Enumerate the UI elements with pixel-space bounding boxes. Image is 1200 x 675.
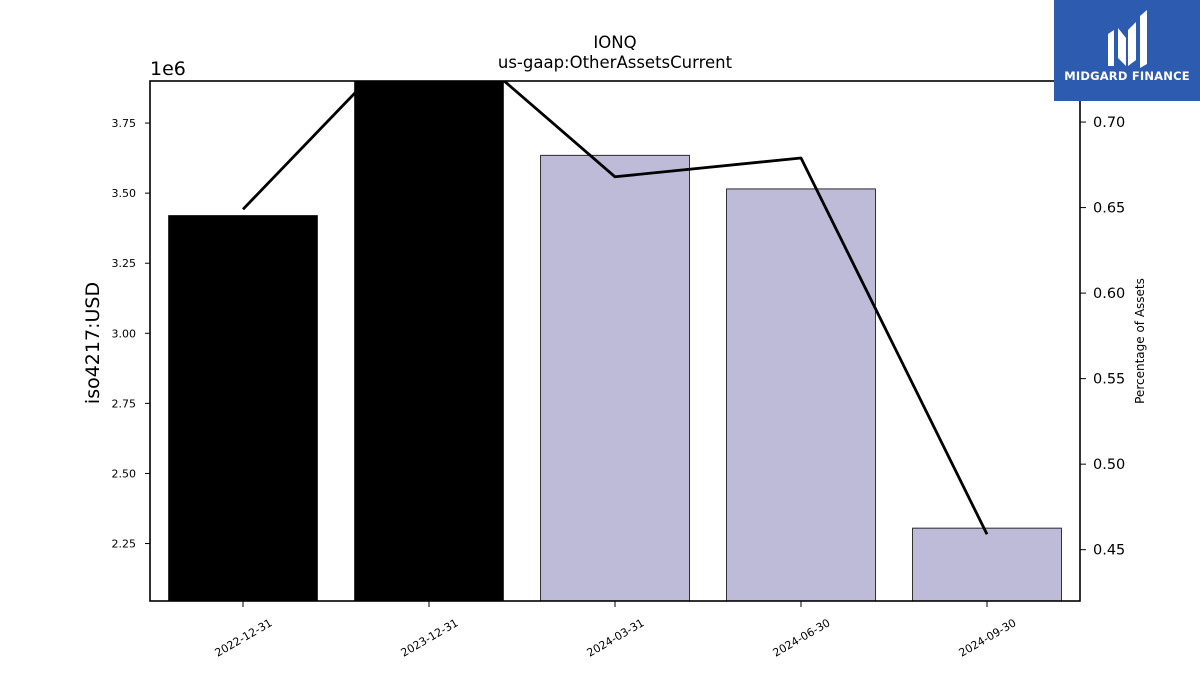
y2-tick-label: 0.45 bbox=[1093, 543, 1125, 559]
percentage-series-line bbox=[241, 81, 989, 535]
y2-tick-label: 0.50 bbox=[1093, 457, 1125, 473]
chart-subtitle: us-gaap:OtherAssetsCurrent bbox=[498, 53, 733, 72]
y-tick-label: 3.75 bbox=[112, 117, 137, 130]
bar-2024-09-30 bbox=[912, 527, 1062, 601]
logo-text: MIDGARD FINANCE bbox=[1064, 69, 1190, 83]
x-tick-label: 2023-12-31 bbox=[399, 616, 461, 659]
midgard-logo-icon bbox=[1108, 10, 1147, 68]
bar-2023-12-31 bbox=[354, 81, 504, 601]
x-tick-label: 2024-09-30 bbox=[957, 616, 1019, 659]
bar-2022-12-31 bbox=[168, 215, 318, 601]
y-axis-label: iso4217:USD bbox=[82, 282, 104, 404]
x-tick-label: 2024-03-31 bbox=[585, 616, 647, 659]
y2-tick-label: 0.65 bbox=[1093, 201, 1125, 217]
y-tick-label: 2.50 bbox=[112, 467, 137, 480]
y2-axis-ticks: 0.45 0.50 0.55 0.60 0.65 0.70 bbox=[1080, 115, 1125, 559]
y2-tick-label: 0.70 bbox=[1093, 115, 1125, 131]
y2-tick-label: 0.60 bbox=[1093, 286, 1125, 302]
y-tick-label: 2.75 bbox=[112, 397, 137, 410]
y-axis-ticks: 2.25 2.50 2.75 3.00 3.25 3.50 3.75 bbox=[112, 117, 150, 551]
y-tick-label: 2.25 bbox=[112, 538, 137, 551]
bar-2024-03-31 bbox=[540, 154, 690, 601]
y2-tick-label: 0.55 bbox=[1093, 372, 1125, 388]
x-tick-label: 2022-12-31 bbox=[213, 616, 275, 659]
y2-axis-label: Percentage of Assets bbox=[1133, 278, 1147, 404]
y-tick-label: 3.25 bbox=[112, 257, 137, 270]
percentage-line bbox=[241, 81, 989, 535]
y-axis-multiplier: 1e6 bbox=[150, 58, 186, 80]
bar-2024-06-30 bbox=[726, 188, 876, 601]
x-tick-label: 2024-06-30 bbox=[771, 616, 833, 659]
bars bbox=[168, 81, 1062, 601]
x-axis-ticks: 2022-12-31 2023-12-31 2024-03-31 2024-06-30… bbox=[213, 601, 1019, 660]
midgard-finance-logo: MIDGARD FINANCE bbox=[1054, 0, 1200, 101]
y-tick-label: 3.00 bbox=[112, 327, 137, 340]
chart-title: IONQ bbox=[593, 33, 636, 52]
y-tick-label: 3.50 bbox=[112, 187, 137, 200]
